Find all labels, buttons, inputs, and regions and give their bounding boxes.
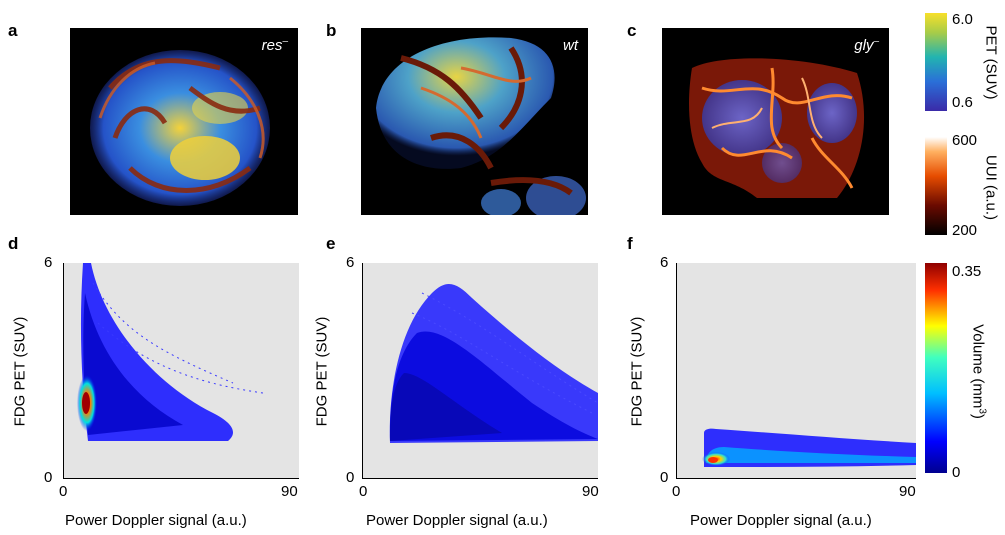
x-tick-max-f: 90 (899, 483, 916, 500)
image-panel-b: wt (361, 28, 588, 215)
panel-label-b: b (326, 21, 337, 40)
y-tick-min-e: 0 (346, 469, 355, 486)
y-axis-label-d: FDG PET (SUV) (11, 316, 29, 427)
y-tick-min-f: 0 (660, 469, 669, 486)
volume-colorbar-min: 0 (952, 464, 961, 481)
image-panel-a: res– (70, 28, 298, 215)
y-tick-max-f: 6 (660, 254, 669, 271)
x-axis-label-f: Power Doppler signal (a.u.) (690, 512, 872, 529)
uui-colorbar (925, 137, 947, 235)
y-axis-f (676, 263, 677, 478)
image-panel-c: gly– (662, 28, 889, 215)
panel-label-f: f (627, 234, 633, 253)
x-tick-min-e: 0 (359, 483, 368, 500)
image-tag-b: wt (563, 37, 578, 54)
heatmap-plot-e (362, 263, 599, 478)
uui-colorbar-max: 600 (952, 132, 978, 149)
y-axis-e (362, 263, 363, 478)
y-axis-d (63, 263, 64, 478)
volume-colorbar-label: Volume (mm3) (969, 324, 988, 419)
pet-colorbar-label: PET (SUV) (982, 25, 1000, 100)
x-axis-e (362, 478, 598, 479)
x-axis-f (676, 478, 916, 479)
image-tag-a: res– (261, 36, 288, 54)
panel-label-d: d (8, 234, 19, 253)
pet-colorbar (925, 13, 947, 111)
image-tag-c: gly– (854, 36, 879, 54)
x-tick-min-d: 0 (59, 483, 68, 500)
volume-colorbar-max: 0.35 (952, 263, 982, 280)
panel-label-a: a (8, 21, 18, 40)
volume-colorbar (925, 263, 947, 473)
y-tick-max-d: 6 (44, 254, 53, 271)
uui-colorbar-min: 200 (952, 222, 978, 239)
x-tick-max-e: 90 (582, 483, 599, 500)
pet-colorbar-min: 0.6 (952, 94, 973, 111)
y-axis-label-e: FDG PET (SUV) (313, 316, 331, 427)
uui-colorbar-label: UUI (a.u.) (982, 154, 1000, 220)
y-axis-label-f: FDG PET (SUV) (628, 316, 646, 427)
heatmap-plot-f (676, 263, 916, 478)
panel-label-e: e (326, 234, 336, 253)
heatmap-e-svg (389, 283, 599, 443)
x-tick-min-f: 0 (672, 483, 681, 500)
heatmap-d-svg (77, 263, 264, 441)
x-axis-d (63, 478, 299, 479)
y-tick-min-d: 0 (44, 469, 53, 486)
x-axis-label-d: Power Doppler signal (a.u.) (65, 512, 247, 529)
y-tick-max-e: 6 (346, 254, 355, 271)
x-tick-max-d: 90 (281, 483, 298, 500)
panel-label-c: c (627, 21, 637, 40)
pet-colorbar-max: 6.0 (952, 11, 973, 28)
heatmap-f-svg (702, 428, 916, 467)
heatmap-plot-d (63, 263, 299, 478)
x-axis-label-e: Power Doppler signal (a.u.) (366, 512, 548, 529)
